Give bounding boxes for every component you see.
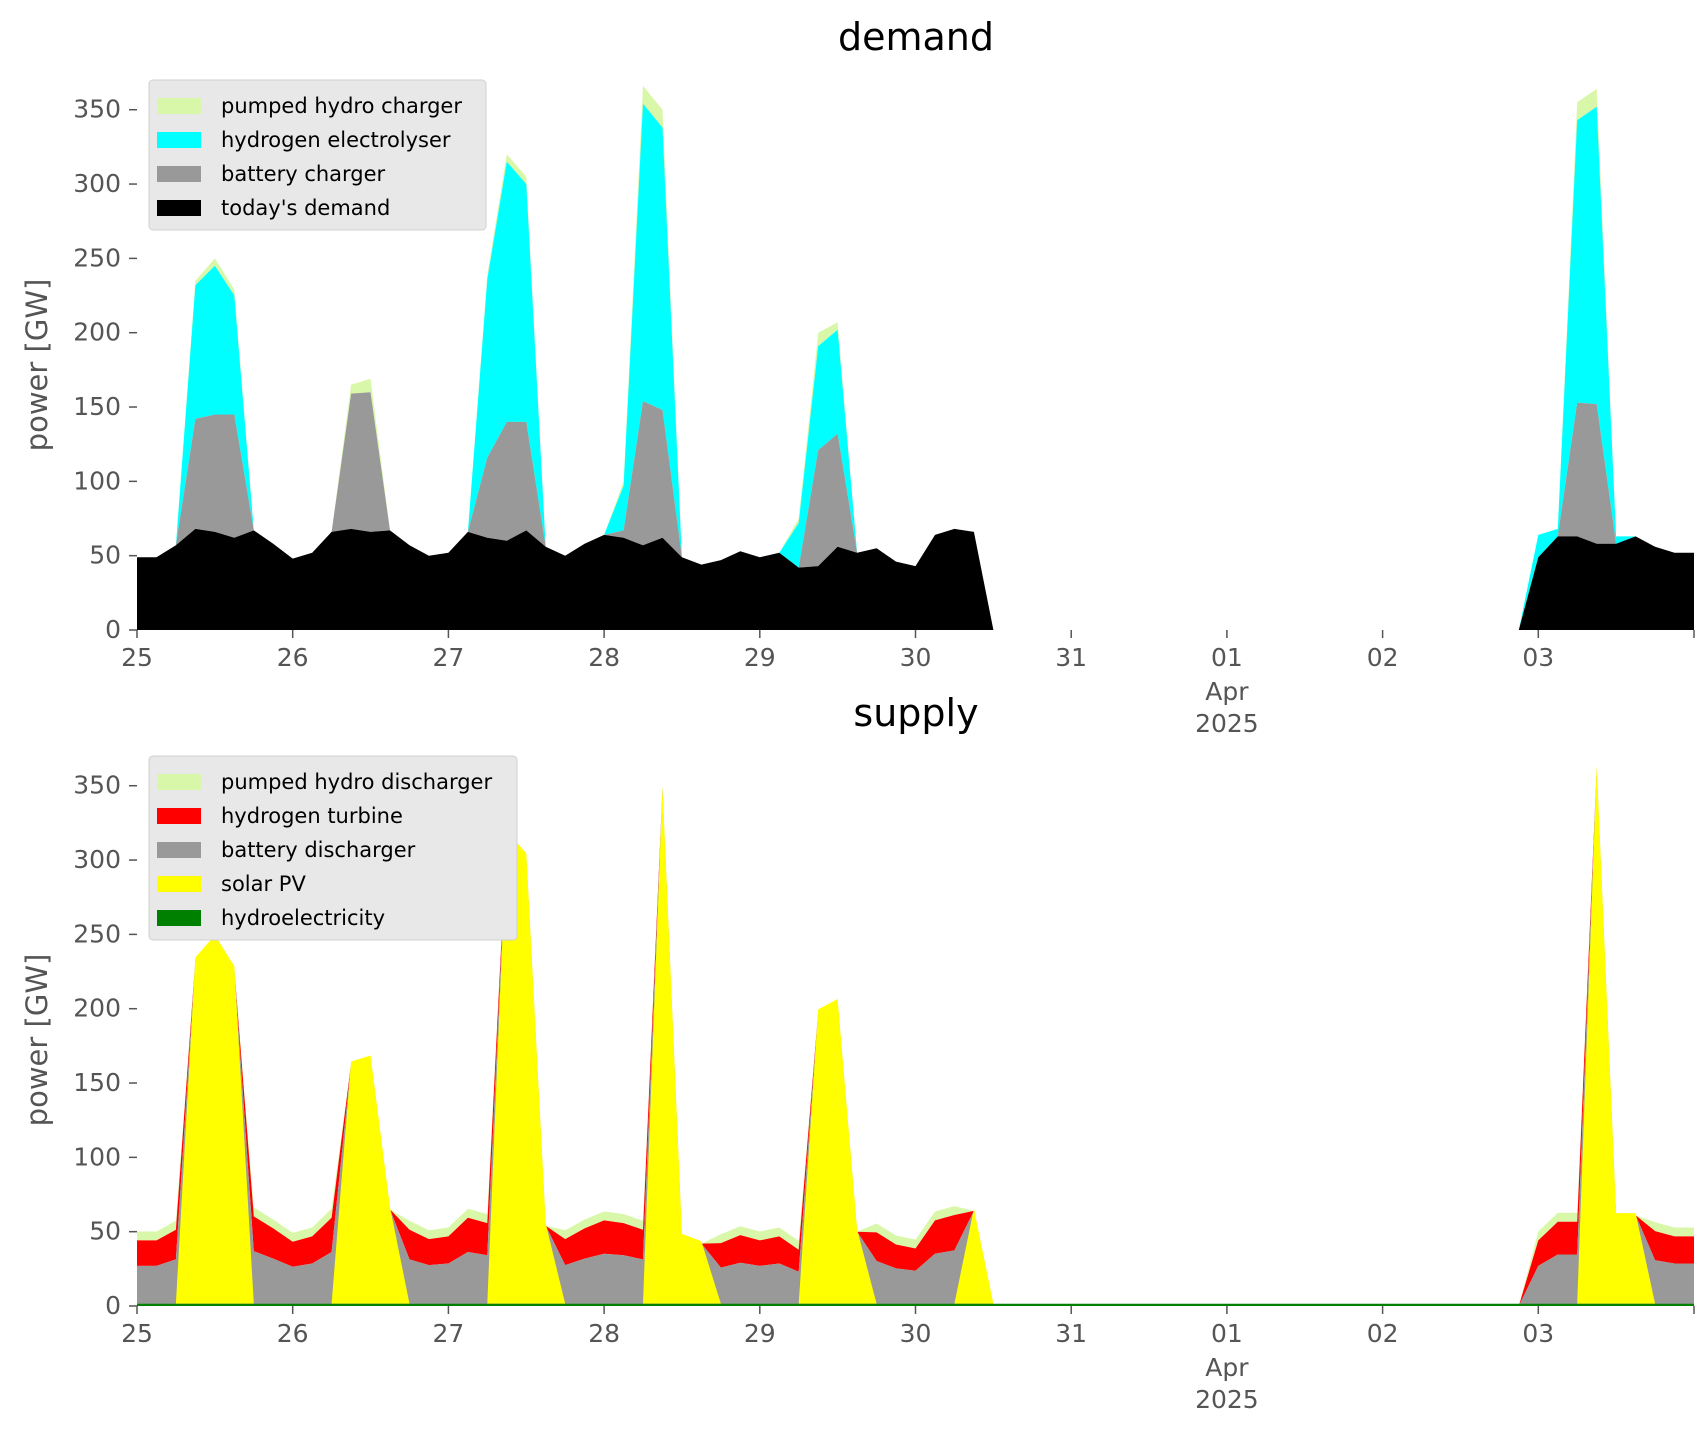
x-tick-label: 02	[1367, 643, 1399, 672]
area-hydroelectricity	[137, 1303, 1694, 1306]
y-tick-label: 100	[73, 1142, 121, 1171]
x-tick-label: 01	[1211, 1319, 1243, 1348]
legend-swatch	[157, 842, 201, 858]
chart-title: supply	[853, 691, 978, 735]
x-tick-sublabel: Apr	[1205, 677, 1249, 706]
y-tick-label: 200	[73, 318, 121, 347]
y-tick-label: 250	[73, 243, 121, 272]
x-tick-label: 03	[1522, 643, 1554, 672]
x-tick-label: 29	[744, 1319, 776, 1348]
x-tick-label: 28	[588, 643, 620, 672]
legend-swatch	[157, 200, 201, 216]
x-tick-label: 31	[1055, 1319, 1087, 1348]
x-tick-label: 31	[1055, 643, 1087, 672]
y-tick-label: 350	[73, 771, 121, 800]
x-tick-label: 27	[432, 1319, 464, 1348]
y-tick-label: 300	[73, 845, 121, 874]
demand-legend: pumped hydro charger hydrogen electrolyse…	[148, 79, 487, 231]
x-tick-label: 26	[277, 1319, 309, 1348]
x-tick-label: 30	[900, 643, 932, 672]
y-tick-label: 50	[89, 1217, 121, 1246]
y-axis-label: power [GW]	[20, 954, 54, 1127]
legend-label: solar PV	[221, 872, 306, 896]
x-tick-sublabel: Apr	[1205, 1353, 1249, 1382]
demand-axes: 0 50 100 150 200 250 300 350 25 26 27 28 29 30 31 01 Apr…	[73, 95, 1695, 738]
y-tick-label: 150	[73, 392, 121, 421]
legend-swatch	[157, 808, 201, 824]
y-tick-label: 150	[73, 1068, 121, 1097]
y-tick-label: 350	[73, 95, 121, 124]
y-tick-label: 100	[73, 466, 121, 495]
legend-swatch	[157, 876, 201, 892]
y-tick-label: 250	[73, 919, 121, 948]
x-tick-label: 30	[900, 1319, 932, 1348]
legend-box	[148, 755, 518, 941]
legend-swatch	[157, 910, 201, 926]
x-tick-label: 03	[1522, 1319, 1554, 1348]
x-tick-label: 01	[1211, 643, 1243, 672]
legend-swatch	[157, 132, 201, 148]
x-tick-label: 25	[121, 1319, 153, 1348]
area-hydrogen-electrolyser	[137, 103, 1694, 631]
supply-legend: pumped hydro discharger hydrogen turbine b…	[148, 755, 518, 941]
y-tick-label: 0	[105, 1291, 121, 1320]
legend-label: hydroelectricity	[221, 906, 385, 930]
area-solar-pv	[137, 765, 1694, 1304]
demand-areas	[137, 85, 1694, 631]
legend-label: hydrogen electrolyser	[221, 128, 451, 152]
y-tick-label: 50	[89, 541, 121, 570]
x-tick-label: 26	[277, 643, 309, 672]
legend-label: pumped hydro charger	[221, 94, 462, 118]
legend-label: today's demand	[221, 196, 390, 220]
x-tick-sublabel: 2025	[1195, 1385, 1259, 1414]
x-tick-label: 27	[432, 643, 464, 672]
y-tick-label: 300	[73, 169, 121, 198]
y-axis-label: power [GW]	[20, 279, 54, 452]
x-tick-label: 25	[121, 643, 153, 672]
legend-label: pumped hydro discharger	[221, 770, 492, 794]
legend-swatch	[157, 774, 201, 790]
area-today-s-demand	[137, 528, 1694, 630]
legend-label: hydrogen turbine	[221, 804, 403, 828]
x-tick-label: 29	[744, 643, 776, 672]
supply-axes: 0 50 100 150 200 250 300 350 25 26 27 28 29 30 31 01 Apr…	[73, 771, 1695, 1414]
legend-label: battery charger	[221, 162, 386, 186]
x-tick-label: 28	[588, 1319, 620, 1348]
y-tick-label: 200	[73, 994, 121, 1023]
legend-label: battery discharger	[221, 838, 416, 862]
supply-panel: supply 0 50 100 150 200 250 300 350 25 26 27 28 29 30…	[20, 691, 1695, 1414]
legend-swatch	[157, 98, 201, 114]
x-tick-sublabel: 2025	[1195, 709, 1259, 738]
area-hydrogen-turbine	[137, 767, 1694, 1306]
chart-title: demand	[838, 15, 994, 59]
legend-box	[148, 79, 487, 231]
x-tick-label: 02	[1367, 1319, 1399, 1348]
legend-swatch	[157, 166, 201, 182]
demand-panel: demand 0 50 100 150 200 250 300 350 25 26 27 28 29 30…	[20, 15, 1695, 738]
area-battery-charger	[137, 392, 1694, 630]
supply-areas	[137, 765, 1694, 1306]
y-tick-label: 0	[105, 615, 121, 644]
